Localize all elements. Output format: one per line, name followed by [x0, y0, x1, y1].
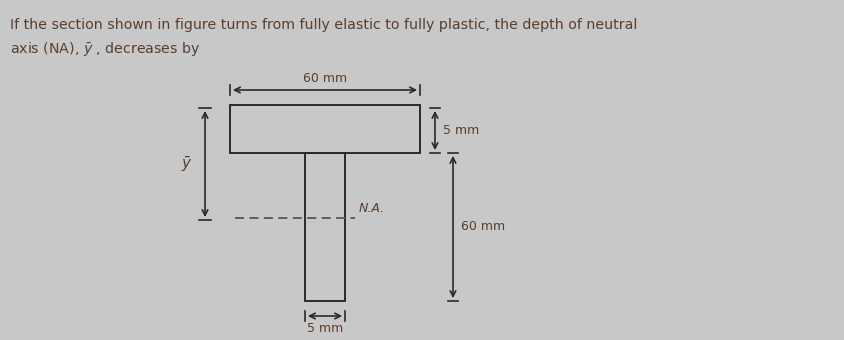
- Text: 5 mm: 5 mm: [307, 322, 344, 335]
- Text: If the section shown in figure turns from fully elastic to fully plastic, the de: If the section shown in figure turns fro…: [10, 18, 637, 32]
- Text: N.A.: N.A.: [359, 202, 385, 215]
- Text: $\bar{y}$: $\bar{y}$: [181, 154, 193, 173]
- Bar: [230, 105, 420, 153]
- Text: 60 mm: 60 mm: [461, 221, 505, 234]
- Text: axis (NA), $\bar{y}$ , decreases by: axis (NA), $\bar{y}$ , decreases by: [10, 40, 200, 58]
- Text: 60 mm: 60 mm: [303, 72, 347, 85]
- Bar: [305, 153, 345, 301]
- Text: 5 mm: 5 mm: [443, 124, 479, 137]
